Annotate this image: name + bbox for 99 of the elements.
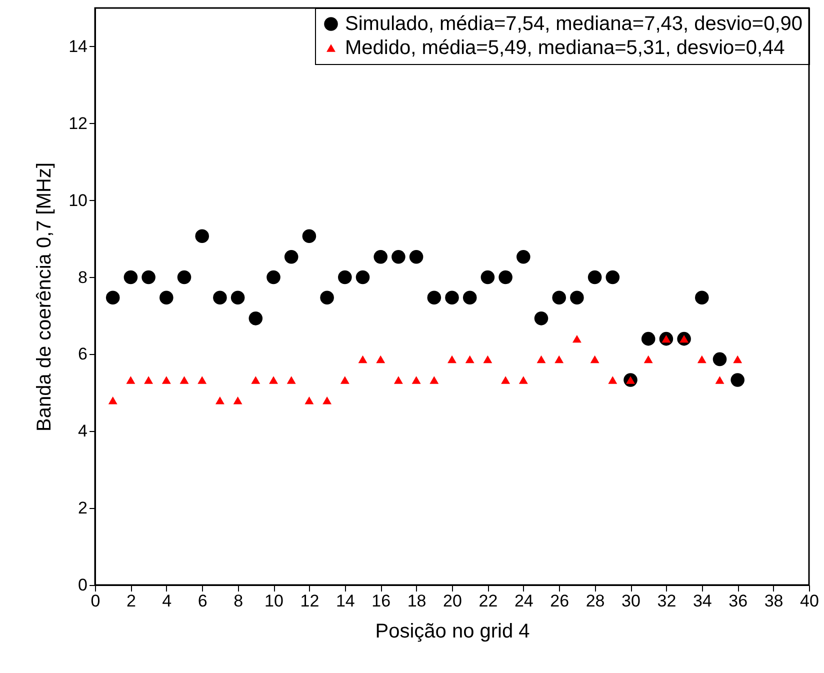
point <box>180 376 189 384</box>
point <box>695 290 709 305</box>
point <box>302 229 316 243</box>
point <box>730 373 744 387</box>
point <box>215 396 224 404</box>
x-tick-label: 8 <box>234 592 244 610</box>
x-tick-label: 32 <box>657 592 676 610</box>
point <box>177 270 192 284</box>
point <box>572 334 582 343</box>
point <box>356 270 370 284</box>
point <box>106 290 120 305</box>
point <box>269 376 278 384</box>
point <box>394 376 403 384</box>
x-tick-label: 30 <box>622 592 640 610</box>
point <box>501 376 510 384</box>
y-tick-label: 6 <box>78 344 88 364</box>
x-tick-label: 28 <box>586 592 605 610</box>
x-tick-label: 18 <box>407 592 426 610</box>
point <box>338 270 352 284</box>
y-tick-label: 14 <box>68 36 88 56</box>
y-tick-label: 10 <box>68 190 88 210</box>
y-tick-label: 12 <box>68 114 88 133</box>
point <box>374 250 388 264</box>
point <box>248 312 263 326</box>
point <box>124 270 138 284</box>
point <box>126 376 136 384</box>
y-tick-label: 4 <box>78 422 88 441</box>
point <box>430 376 439 384</box>
point <box>266 270 280 284</box>
point <box>588 270 602 284</box>
point <box>445 290 459 305</box>
legend-label: Medido, média=5,49, mediana=5,31, desvio=0,44 <box>345 37 785 59</box>
point <box>516 250 530 264</box>
point <box>697 355 706 364</box>
point <box>195 229 209 243</box>
x-tick-label: 36 <box>728 592 748 610</box>
y-axis-title: Banda de coerência 0,7 [MHz] <box>34 162 56 432</box>
point <box>376 355 386 364</box>
x-tick-label: 40 <box>800 592 819 610</box>
point <box>108 396 118 404</box>
x-tick-label: 12 <box>300 592 320 610</box>
point <box>198 376 207 384</box>
x-tick-label: 38 <box>764 592 784 610</box>
point <box>304 396 314 404</box>
point <box>483 355 492 364</box>
legend-label: Simulado, média=7,54, mediana=7,43, desvio=0,90 <box>345 13 803 35</box>
point <box>286 376 296 384</box>
point <box>536 355 546 364</box>
point <box>465 355 474 364</box>
y-tick-label: 2 <box>78 498 88 518</box>
point <box>480 270 495 284</box>
x-tick-label: 2 <box>126 592 136 610</box>
point <box>644 355 653 364</box>
x-tick-label: 34 <box>692 592 712 610</box>
x-tick-label: 10 <box>264 592 284 610</box>
point <box>251 376 260 384</box>
x-tick-label: 14 <box>336 592 355 610</box>
point <box>213 290 227 305</box>
x-axis-title: Posição no grid 4 <box>375 620 530 642</box>
point <box>392 250 406 264</box>
y-tick-label: 8 <box>78 268 88 287</box>
point <box>233 396 242 404</box>
x-tick-label: 16 <box>372 592 391 610</box>
point <box>322 396 332 404</box>
x-tick-label: 20 <box>443 592 462 610</box>
point <box>462 290 477 305</box>
point <box>144 376 154 384</box>
point <box>733 355 742 364</box>
point <box>320 290 334 305</box>
point <box>448 355 456 364</box>
x-tick-label: 26 <box>550 592 570 610</box>
point <box>518 376 528 384</box>
x-tick-label: 24 <box>514 592 534 610</box>
point <box>427 290 442 305</box>
point <box>554 355 564 364</box>
x-tick-label: 4 <box>162 592 172 610</box>
y-tick-label: 0 <box>78 576 88 594</box>
point <box>498 270 512 284</box>
point <box>230 290 245 305</box>
point <box>340 376 350 384</box>
point <box>641 332 656 346</box>
point <box>590 355 600 364</box>
x-tick-label: 0 <box>90 592 100 610</box>
point <box>409 250 424 264</box>
point <box>162 376 171 384</box>
point <box>712 352 727 366</box>
point <box>534 312 548 326</box>
point <box>608 376 618 384</box>
point <box>142 270 156 284</box>
x-tick-label: 6 <box>198 592 208 610</box>
x-tick-label: 22 <box>478 592 498 610</box>
point <box>552 290 566 305</box>
point <box>358 355 368 364</box>
point <box>570 290 584 305</box>
point <box>606 270 620 284</box>
point <box>412 376 421 384</box>
point <box>715 376 724 384</box>
point <box>160 290 174 305</box>
point <box>284 250 298 264</box>
